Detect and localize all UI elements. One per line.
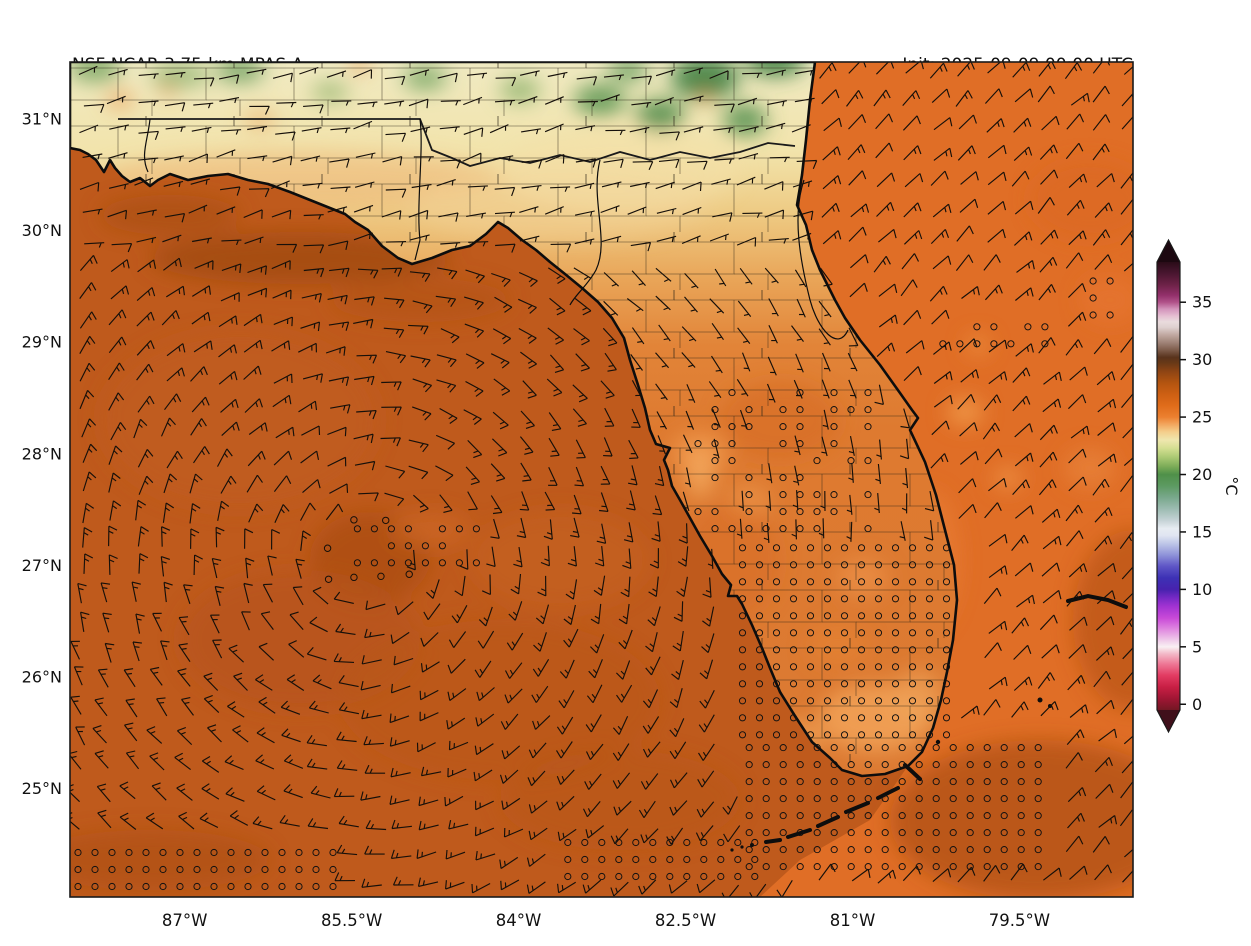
colorbar-tick-label: 30: [1192, 350, 1212, 369]
calm-wind-circles: [74, 277, 1114, 891]
colorbar-tick-label: 5: [1192, 637, 1202, 656]
rivers: [143, 118, 849, 340]
map-canvas: [70, 62, 1133, 897]
x-tick-label: 85.5°W: [321, 911, 382, 930]
colorbar-tick-label: 10: [1192, 580, 1212, 599]
atlantic-water: [760, 62, 1133, 897]
islands-and-keys: [730, 593, 1128, 852]
colorbar-tick-label: 35: [1192, 293, 1212, 312]
colorbar-tick-label: 0: [1192, 695, 1202, 714]
y-axis-labels: 31°N 30°N 29°N 28°N 27°N 26°N 25°N: [22, 109, 62, 798]
gulf-temperature-shading: [70, 195, 740, 890]
y-tick-label: 28°N: [22, 444, 62, 463]
x-tick-label: 84°W: [496, 911, 542, 930]
x-tick-label: 82.5°W: [655, 911, 716, 930]
state-border-line: [118, 118, 796, 167]
colorbar: 0 5 10 15 20 25 30 35 °C: [1156, 238, 1241, 734]
colorbar-outline: [1156, 238, 1181, 734]
coastline: [70, 62, 959, 778]
colorbar-units-label: °C: [1222, 476, 1241, 495]
y-tick-label: 31°N: [22, 109, 62, 128]
y-tick-label: 25°N: [22, 779, 62, 798]
colorbar-over-arrow: [1157, 240, 1180, 262]
colorbar-tick-label: 20: [1192, 465, 1212, 484]
colorbar-tick-label: 15: [1192, 522, 1212, 541]
x-tick-label: 87°W: [162, 911, 208, 930]
plot-frame: [69, 61, 1134, 898]
colorbar-gradient: [1157, 262, 1180, 710]
y-tick-label: 26°N: [22, 668, 62, 687]
colorbar-under-arrow: [1157, 710, 1180, 732]
y-tick-label: 29°N: [22, 333, 62, 352]
y-tick-label: 27°N: [22, 556, 62, 575]
x-tick-label: 81°W: [830, 911, 876, 930]
x-tick-label: 79.5°W: [989, 911, 1050, 930]
y-tick-label: 30°N: [22, 221, 62, 240]
colorbar-tick-label: 25: [1192, 408, 1212, 427]
x-axis-labels: 87°W 85.5°W 84°W 82.5°W 81°W 79.5°W: [162, 911, 1050, 930]
wind-barbs-layer: [70, 62, 1133, 897]
